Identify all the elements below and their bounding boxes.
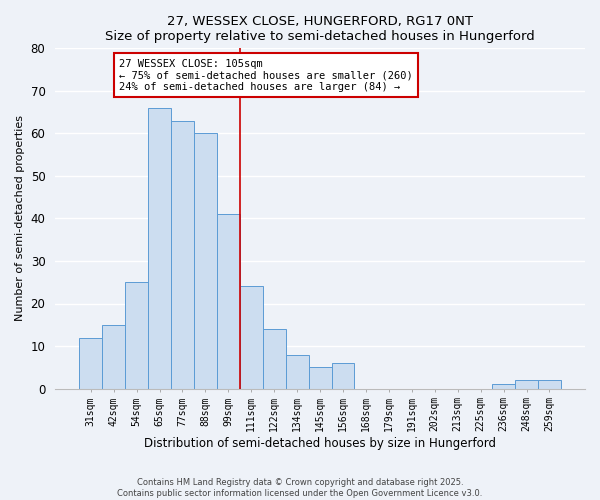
Bar bbox=[538, 380, 561, 388]
Title: 27, WESSEX CLOSE, HUNGERFORD, RG17 0NT
Size of property relative to semi-detache: 27, WESSEX CLOSE, HUNGERFORD, RG17 0NT S… bbox=[105, 15, 535, 43]
Bar bbox=[171, 120, 194, 388]
Bar bbox=[148, 108, 171, 388]
Bar bbox=[240, 286, 263, 388]
Bar bbox=[79, 338, 102, 388]
Bar bbox=[102, 325, 125, 388]
Bar bbox=[332, 363, 355, 388]
Text: 27 WESSEX CLOSE: 105sqm
← 75% of semi-detached houses are smaller (260)
24% of s: 27 WESSEX CLOSE: 105sqm ← 75% of semi-de… bbox=[119, 58, 412, 92]
Text: Contains HM Land Registry data © Crown copyright and database right 2025.
Contai: Contains HM Land Registry data © Crown c… bbox=[118, 478, 482, 498]
Bar bbox=[125, 282, 148, 389]
Bar bbox=[308, 368, 332, 388]
X-axis label: Distribution of semi-detached houses by size in Hungerford: Distribution of semi-detached houses by … bbox=[144, 437, 496, 450]
Y-axis label: Number of semi-detached properties: Number of semi-detached properties bbox=[15, 116, 25, 322]
Bar bbox=[286, 354, 308, 388]
Bar bbox=[263, 329, 286, 388]
Bar bbox=[515, 380, 538, 388]
Bar bbox=[492, 384, 515, 388]
Bar bbox=[217, 214, 240, 388]
Bar bbox=[194, 134, 217, 388]
